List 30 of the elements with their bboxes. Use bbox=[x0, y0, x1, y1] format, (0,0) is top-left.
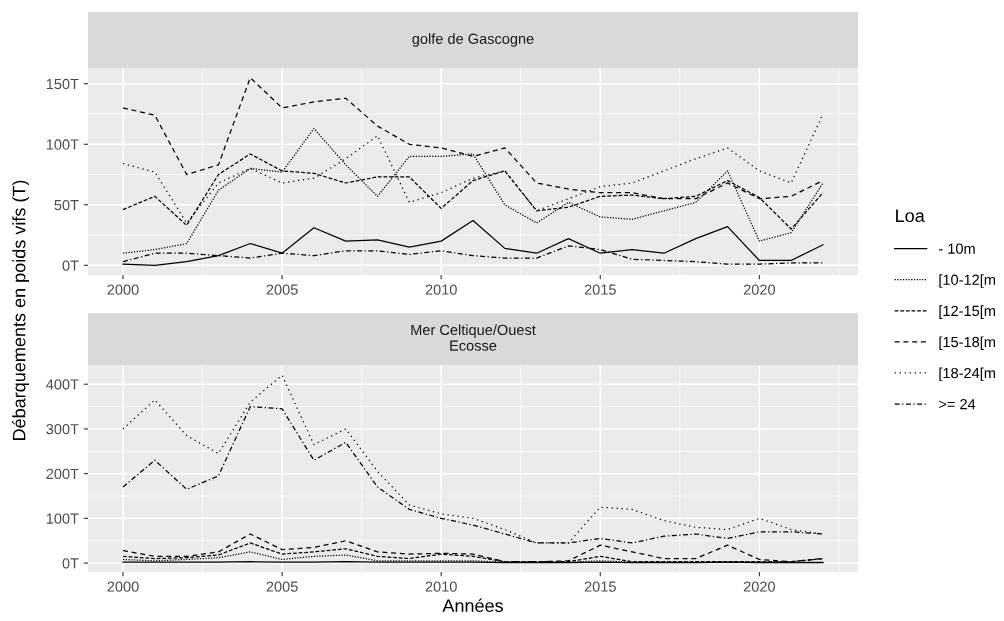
y-tick-label: 300T bbox=[46, 424, 79, 435]
x-tick-label: 2000 bbox=[107, 284, 139, 295]
chart-title: Mer Celtique/Ouest Ecosse bbox=[411, 324, 536, 351]
x-tick-label: 2015 bbox=[584, 581, 616, 592]
y-tick-label: 400T bbox=[46, 379, 79, 390]
x-tick-label: 2020 bbox=[743, 581, 776, 592]
y-tick-label: 150T bbox=[46, 78, 79, 90]
legend-label: [10-12[m bbox=[939, 274, 995, 288]
legend-label: >= 24 bbox=[939, 398, 976, 410]
legend-label: [18-24[m bbox=[939, 367, 995, 382]
x-tick-label: 2020 bbox=[743, 284, 776, 295]
y-tick-label: 50T bbox=[54, 199, 79, 211]
x-axis-title: Années bbox=[442, 598, 503, 613]
x-tick-label: 2010 bbox=[425, 581, 457, 592]
legend-label: [12-15[m bbox=[939, 305, 995, 319]
legend-title: Loa bbox=[896, 209, 925, 223]
x-tick-label: 2000 bbox=[107, 581, 139, 592]
legend-label: - 10m bbox=[939, 243, 975, 254]
y-axis-title: Débarquements en poids vifs (T) bbox=[12, 180, 30, 440]
y-tick-label: 100T bbox=[46, 139, 79, 150]
y-tick-label: 100T bbox=[46, 513, 79, 524]
chart-title: golfe de Gascogne bbox=[412, 33, 534, 47]
x-tick-label: 2005 bbox=[266, 581, 298, 592]
x-tick-label: 2005 bbox=[266, 284, 298, 295]
x-tick-label: 2010 bbox=[425, 284, 457, 295]
x-tick-label: 2015 bbox=[584, 284, 616, 295]
legend-label: [15-18[m bbox=[939, 336, 995, 351]
y-tick-label: 0T bbox=[62, 558, 79, 569]
y-tick-label: 0T bbox=[62, 260, 79, 271]
y-tick-label: 200T bbox=[46, 468, 79, 480]
